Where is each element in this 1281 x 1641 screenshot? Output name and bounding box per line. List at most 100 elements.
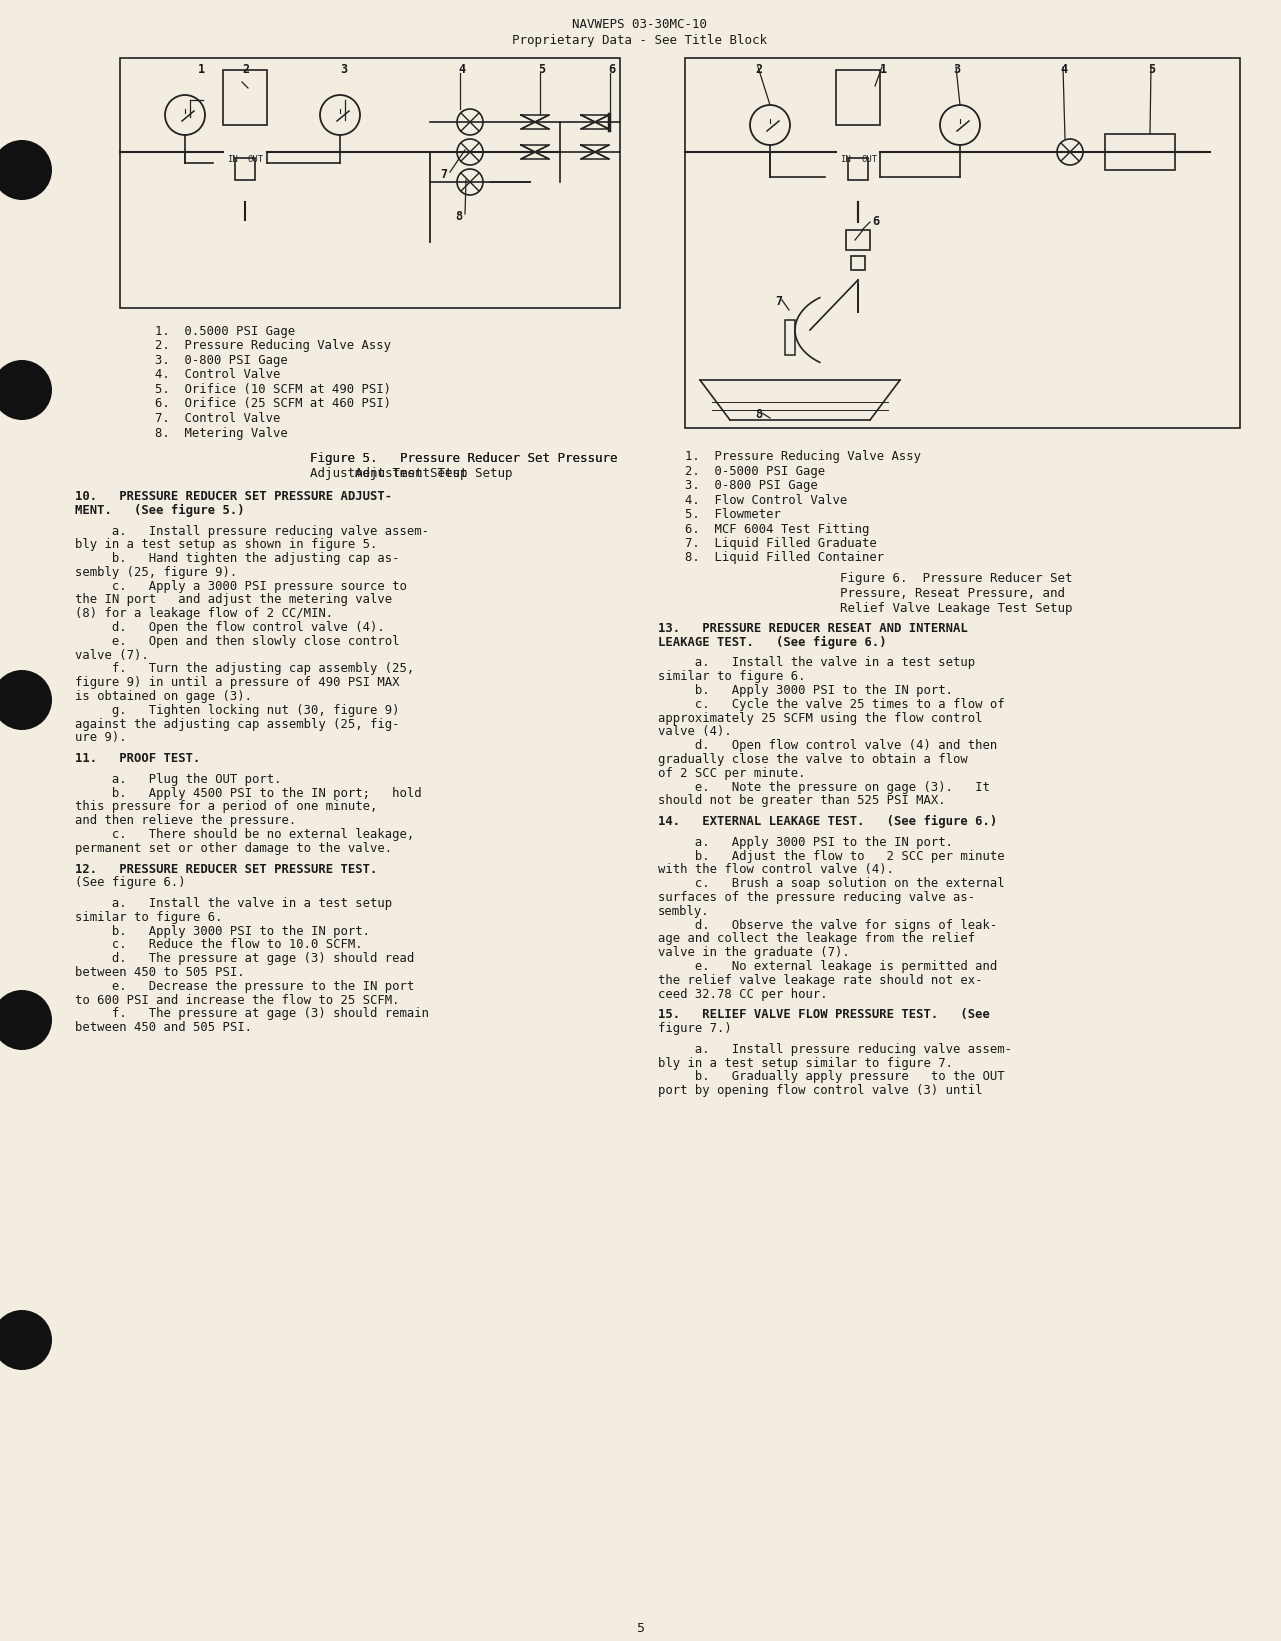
Text: 5.  Flowmeter: 5. Flowmeter: [685, 509, 781, 520]
Bar: [234, 158, 255, 181]
Text: a.   Install pressure reducing valve assem-: a. Install pressure reducing valve assem…: [658, 1044, 1012, 1055]
Text: bly in a test setup as shown in figure 5.: bly in a test setup as shown in figure 5…: [76, 538, 378, 551]
Text: Figure 5.   Pressure Reducer Set Pressure: Figure 5. Pressure Reducer Set Pressure: [310, 451, 617, 464]
Text: figure 9) in until a pressure of 490 PSI MAX: figure 9) in until a pressure of 490 PSI…: [76, 676, 400, 689]
Text: 6: 6: [872, 215, 879, 228]
Text: between 450 and 505 PSI.: between 450 and 505 PSI.: [76, 1021, 252, 1034]
Text: 4: 4: [459, 62, 465, 75]
Text: b.   Apply 3000 PSI to the IN port.: b. Apply 3000 PSI to the IN port.: [658, 684, 953, 697]
Text: gradually close the valve to obtain a flow: gradually close the valve to obtain a fl…: [658, 753, 967, 766]
Text: 7.  Liquid Filled Graduate: 7. Liquid Filled Graduate: [685, 537, 876, 550]
Text: 1: 1: [199, 62, 205, 75]
Text: 7.  Control Valve: 7. Control Valve: [155, 412, 281, 425]
Text: sembly.: sembly.: [658, 904, 710, 917]
Text: 2.  Pressure Reducing Valve Assy: 2. Pressure Reducing Valve Assy: [155, 340, 391, 353]
Text: permanent set or other damage to the valve.: permanent set or other damage to the val…: [76, 842, 392, 855]
Text: b.   Gradually apply pressure   to the OUT: b. Gradually apply pressure to the OUT: [658, 1070, 1004, 1083]
Text: d.   Observe the valve for signs of leak-: d. Observe the valve for signs of leak-: [658, 919, 997, 932]
Bar: [848, 77, 869, 95]
Text: Relief Valve Leakage Test Setup: Relief Valve Leakage Test Setup: [840, 602, 1072, 615]
Text: 3: 3: [953, 62, 961, 75]
Text: 1.  Pressure Reducing Valve Assy: 1. Pressure Reducing Valve Assy: [685, 450, 921, 463]
Bar: [234, 77, 255, 95]
Text: c.   Cycle the valve 25 times to a flow of: c. Cycle the valve 25 times to a flow of: [658, 697, 1004, 711]
Circle shape: [1057, 139, 1082, 166]
Text: OUT: OUT: [249, 154, 264, 164]
Text: LEAKAGE TEST.   (See figure 6.): LEAKAGE TEST. (See figure 6.): [658, 635, 886, 648]
Circle shape: [0, 1310, 53, 1370]
Circle shape: [0, 139, 53, 200]
Text: b.   Hand tighten the adjusting cap as-: b. Hand tighten the adjusting cap as-: [76, 551, 400, 565]
Bar: [1106, 135, 1175, 171]
Text: and then relieve the pressure.: and then relieve the pressure.: [76, 814, 296, 827]
Text: against the adjusting cap assembly (25, fig-: against the adjusting cap assembly (25, …: [76, 717, 400, 730]
Text: d.   Open flow control valve (4) and then: d. Open flow control valve (4) and then: [658, 740, 997, 752]
Text: is obtained on gage (3).: is obtained on gage (3).: [76, 691, 252, 702]
Text: 5: 5: [538, 62, 546, 75]
Text: 11.   PROOF TEST.: 11. PROOF TEST.: [76, 752, 200, 765]
Text: 10.   PRESSURE REDUCER SET PRESSURE ADJUST-: 10. PRESSURE REDUCER SET PRESSURE ADJUST…: [76, 491, 392, 504]
Text: Figure 5.   Pressure Reducer Set Pressure: Figure 5. Pressure Reducer Set Pressure: [310, 451, 617, 464]
Circle shape: [0, 990, 53, 1050]
Text: 2: 2: [755, 62, 762, 75]
Text: 5: 5: [635, 1621, 644, 1634]
Text: with the flow control valve (4).: with the flow control valve (4).: [658, 863, 894, 876]
Text: e.   No external leakage is permitted and: e. No external leakage is permitted and: [658, 960, 997, 973]
Text: Proprietary Data - See Title Block: Proprietary Data - See Title Block: [512, 34, 767, 48]
Text: similar to figure 6.: similar to figure 6.: [658, 670, 806, 683]
Bar: [851, 256, 865, 271]
Text: Figure 6.  Pressure Reducer Set: Figure 6. Pressure Reducer Set: [840, 573, 1072, 584]
Text: the relief valve leakage rate should not ex-: the relief valve leakage rate should not…: [658, 973, 983, 986]
Text: 15.   RELIEF VALVE FLOW PRESSURE TEST.   (See: 15. RELIEF VALVE FLOW PRESSURE TEST. (Se…: [658, 1009, 990, 1021]
Text: age and collect the leakage from the relief: age and collect the leakage from the rel…: [658, 932, 975, 945]
Text: e.   Open and then slowly close control: e. Open and then slowly close control: [76, 635, 400, 648]
Text: 7: 7: [775, 295, 783, 309]
Text: 6.  MCF 6004 Test Fitting: 6. MCF 6004 Test Fitting: [685, 522, 870, 535]
Text: MENT.   (See figure 5.): MENT. (See figure 5.): [76, 504, 245, 517]
Text: 5: 5: [1148, 62, 1155, 75]
Bar: [840, 102, 876, 113]
Text: c.   There should be no external leakage,: c. There should be no external leakage,: [76, 829, 414, 842]
Text: a.   Install the valve in a test setup: a. Install the valve in a test setup: [658, 656, 975, 670]
Text: figure 7.): figure 7.): [658, 1022, 731, 1035]
Text: (See figure 6.): (See figure 6.): [76, 876, 186, 889]
Text: IN: IN: [227, 154, 238, 164]
Circle shape: [0, 359, 53, 420]
Text: Adjustment Test Setup: Adjustment Test Setup: [355, 468, 512, 481]
Text: similar to figure 6.: similar to figure 6.: [76, 911, 223, 924]
Text: 5.  Orifice (10 SCFM at 490 PSI): 5. Orifice (10 SCFM at 490 PSI): [155, 382, 391, 395]
Text: ure 9).: ure 9).: [76, 732, 127, 745]
Text: this pressure for a period of one minute,: this pressure for a period of one minute…: [76, 801, 378, 814]
Text: b.   Adjust the flow to   2 SCC per minute: b. Adjust the flow to 2 SCC per minute: [658, 850, 1004, 863]
Text: 1: 1: [880, 62, 888, 75]
Text: a.   Apply 3000 PSI to the IN port.: a. Apply 3000 PSI to the IN port.: [658, 835, 953, 848]
Text: 1.  0.5000 PSI Gage: 1. 0.5000 PSI Gage: [155, 325, 295, 338]
Text: NAVWEPS 03-30MC-10: NAVWEPS 03-30MC-10: [573, 18, 707, 31]
Text: sembly (25, figure 9).: sembly (25, figure 9).: [76, 566, 237, 579]
Text: 8: 8: [455, 210, 462, 223]
Text: surfaces of the pressure reducing valve as-: surfaces of the pressure reducing valve …: [658, 891, 975, 904]
Text: c.   Brush a soap solution on the external: c. Brush a soap solution on the external: [658, 878, 1004, 891]
Text: c.   Apply a 3000 PSI pressure source to: c. Apply a 3000 PSI pressure source to: [76, 579, 407, 592]
Text: a.   Plug the OUT port.: a. Plug the OUT port.: [76, 773, 282, 786]
Text: approximately 25 SCFM using the flow control: approximately 25 SCFM using the flow con…: [658, 712, 983, 725]
Circle shape: [0, 670, 53, 730]
Text: valve (7).: valve (7).: [76, 648, 149, 661]
Text: IN: IN: [840, 154, 851, 164]
Text: ceed 32.78 CC per hour.: ceed 32.78 CC per hour.: [658, 988, 828, 1001]
Text: should not be greater than 525 PSI MAX.: should not be greater than 525 PSI MAX.: [658, 794, 945, 807]
Text: 8.  Metering Valve: 8. Metering Valve: [155, 427, 288, 440]
Text: 3.  0-800 PSI Gage: 3. 0-800 PSI Gage: [155, 354, 288, 368]
Text: b.   Apply 3000 PSI to the IN port.: b. Apply 3000 PSI to the IN port.: [76, 924, 370, 937]
Bar: [848, 158, 869, 181]
Text: to 600 PSI and increase the flow to 25 SCFM.: to 600 PSI and increase the flow to 25 S…: [76, 994, 400, 1006]
Text: 6: 6: [608, 62, 615, 75]
Text: valve in the graduate (7).: valve in the graduate (7).: [658, 947, 849, 960]
Text: f.   Turn the adjusting cap assembly (25,: f. Turn the adjusting cap assembly (25,: [76, 663, 414, 676]
Bar: [685, 57, 1240, 428]
Text: 4: 4: [1059, 62, 1067, 75]
Text: 8.  Liquid Filled Container: 8. Liquid Filled Container: [685, 551, 884, 565]
Text: 8: 8: [755, 409, 762, 422]
Bar: [120, 57, 620, 309]
Text: 14.   EXTERNAL LEAKAGE TEST.   (See figure 6.): 14. EXTERNAL LEAKAGE TEST. (See figure 6…: [658, 816, 997, 829]
